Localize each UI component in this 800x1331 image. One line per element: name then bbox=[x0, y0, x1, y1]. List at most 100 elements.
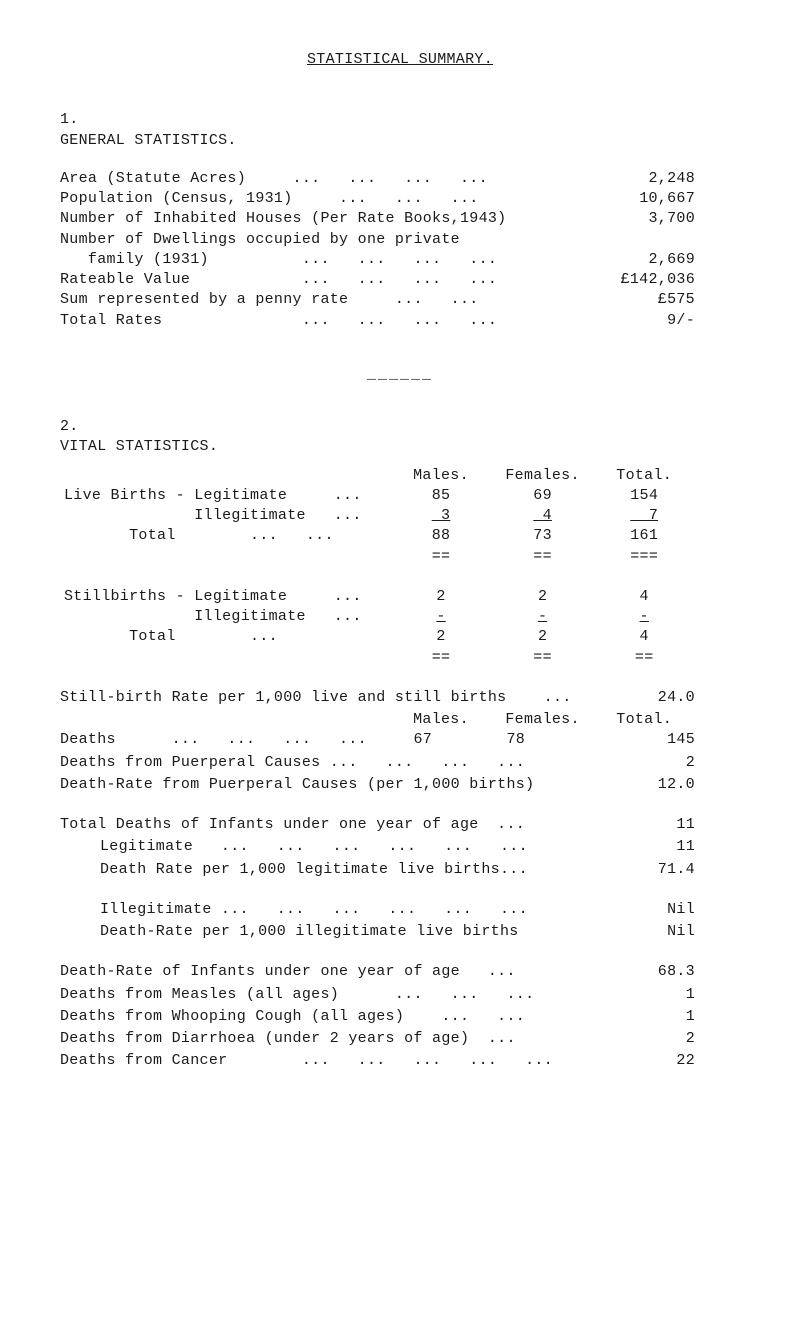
stat-row: Legitimate ... ... ... ... ... ...11 bbox=[100, 837, 695, 857]
stat-value: £142,036 bbox=[585, 270, 695, 290]
section-1-heading: GENERAL STATISTICS. bbox=[60, 131, 695, 151]
stat-label: Area (Statute Acres) ... ... ... ... bbox=[60, 169, 585, 189]
stat-row: Death-Rate from Puerperal Causes (per 1,… bbox=[60, 775, 695, 795]
cell: 2 bbox=[390, 587, 492, 607]
cell: Females. bbox=[492, 466, 594, 486]
cell: 154 bbox=[593, 486, 695, 506]
table-row: Stillbirths - Legitimate ...224 bbox=[60, 587, 695, 607]
stat-row: Deaths from Puerperal Causes ... ... ...… bbox=[60, 753, 695, 773]
cell: Total ... ... bbox=[60, 526, 390, 546]
stat-label: Total Deaths of Infants under one year o… bbox=[60, 815, 615, 835]
cell: 4 bbox=[492, 506, 594, 526]
stat-label: Number of Inhabited Houses (Per Rate Boo… bbox=[60, 209, 585, 229]
stat-row: Death-Rate of Infants under one year of … bbox=[60, 962, 695, 982]
stat-label: Death Rate per 1,000 legitimate live bir… bbox=[100, 860, 615, 880]
cell: == bbox=[492, 648, 594, 668]
cell: 3 bbox=[390, 506, 492, 526]
stat-value: 24.0 bbox=[615, 688, 695, 708]
stat-label: Deaths ... ... ... ... 67 78 bbox=[60, 730, 615, 750]
stat-label: Deaths from Puerperal Causes ... ... ...… bbox=[60, 753, 615, 773]
stat-label: Legitimate ... ... ... ... ... ... bbox=[100, 837, 615, 857]
table-row: Illegitimate ... 3 4 7 bbox=[60, 506, 695, 526]
section-2-heading: VITAL STATISTICS. bbox=[60, 437, 695, 457]
stat-value: 22 bbox=[615, 1051, 695, 1071]
section-vital-statistics: 2. VITAL STATISTICS. Males. Females. Tot… bbox=[60, 417, 740, 1074]
cell: Males. bbox=[390, 710, 492, 730]
stat-value bbox=[585, 230, 695, 250]
stat-row: Total Rates ... ... ... ...9/- bbox=[60, 311, 695, 331]
cell: Illegitimate ... bbox=[60, 607, 390, 627]
table-row: ====== bbox=[60, 648, 695, 668]
cell bbox=[60, 547, 390, 567]
cell bbox=[60, 648, 390, 668]
deaths-block: Deaths ... ... ... ... 67 78145 Deaths f… bbox=[60, 730, 695, 795]
cell: === bbox=[593, 547, 695, 567]
stat-row: Death-Rate per 1,000 illegitimate live b… bbox=[100, 922, 695, 942]
stat-value: 1 bbox=[615, 1007, 695, 1027]
stat-value: 9/- bbox=[585, 311, 695, 331]
stat-row: Sum represented by a penny rate ... ...£… bbox=[60, 290, 695, 310]
table-row: Live Births - Legitimate ...8569154 bbox=[60, 486, 695, 506]
stat-label: Deaths from Whooping Cough (all ages) ..… bbox=[60, 1007, 615, 1027]
cell: 4 bbox=[593, 587, 695, 607]
cell: Females. bbox=[492, 710, 594, 730]
stillbirth-rate-row: Still-birth Rate per 1,000 live and stil… bbox=[60, 688, 695, 708]
stat-label: Deaths from Measles (all ages) ... ... .… bbox=[60, 985, 615, 1005]
stat-row: Rateable Value ... ... ... ...£142,036 bbox=[60, 270, 695, 290]
stat-label: Death-Rate from Puerperal Causes (per 1,… bbox=[60, 775, 615, 795]
stat-label: family (1931) ... ... ... ... bbox=[60, 250, 585, 270]
stat-label: Still-birth Rate per 1,000 live and stil… bbox=[60, 688, 615, 708]
stat-row: family (1931) ... ... ... ...2,669 bbox=[60, 250, 695, 270]
cell: 161 bbox=[593, 526, 695, 546]
cell: - bbox=[390, 607, 492, 627]
stat-value: 12.0 bbox=[615, 775, 695, 795]
stat-row: Deaths from Diarrhoea (under 2 years of … bbox=[60, 1029, 695, 1049]
cell: == bbox=[492, 547, 594, 567]
stat-label: Deaths from Cancer ... ... ... ... ... bbox=[60, 1051, 615, 1071]
stat-value: Nil bbox=[615, 922, 695, 942]
section-1-number: 1. bbox=[60, 110, 100, 130]
cell: 85 bbox=[390, 486, 492, 506]
cell: == bbox=[390, 648, 492, 668]
cell: Males. bbox=[390, 466, 492, 486]
stat-row: Area (Statute Acres) ... ... ... ...2,24… bbox=[60, 169, 695, 189]
stat-value: £575 bbox=[585, 290, 695, 310]
stat-value: 68.3 bbox=[615, 962, 695, 982]
stat-label: Total Rates ... ... ... ... bbox=[60, 311, 585, 331]
stat-label: Rateable Value ... ... ... ... bbox=[60, 270, 585, 290]
cell: - bbox=[593, 607, 695, 627]
stat-row: Deaths ... ... ... ... 67 78145 bbox=[60, 730, 695, 750]
cell: Total ... bbox=[60, 627, 390, 647]
section-2-number: 2. bbox=[60, 417, 100, 437]
cell: Live Births - Legitimate ... bbox=[60, 486, 390, 506]
stat-row: Number of Inhabited Houses (Per Rate Boo… bbox=[60, 209, 695, 229]
cell bbox=[60, 710, 390, 730]
stat-row: Deaths from Whooping Cough (all ages) ..… bbox=[60, 1007, 695, 1027]
stillbirths-table: Stillbirths - Legitimate ...224 Illegiti… bbox=[60, 587, 695, 668]
cell: 73 bbox=[492, 526, 594, 546]
stat-label: Deaths from Diarrhoea (under 2 years of … bbox=[60, 1029, 615, 1049]
cell: == bbox=[390, 547, 492, 567]
cell: 4 bbox=[593, 627, 695, 647]
cell: Total. bbox=[593, 710, 695, 730]
title-text: STATISTICAL SUMMARY. bbox=[307, 51, 493, 68]
cell: 2 bbox=[390, 627, 492, 647]
section-general-statistics: 1. GENERAL STATISTICS. Area (Statute Acr… bbox=[60, 110, 740, 331]
table-row: Males. Females. Total. bbox=[60, 710, 695, 730]
stat-value: 71.4 bbox=[615, 860, 695, 880]
illegitimate-block: Illegitimate ... ... ... ... ... ...Nil … bbox=[60, 900, 695, 943]
cell: Illegitimate ... bbox=[60, 506, 390, 526]
cell bbox=[60, 466, 390, 486]
cell: 88 bbox=[390, 526, 492, 546]
stat-label: Illegitimate ... ... ... ... ... ... bbox=[100, 900, 615, 920]
cell: == bbox=[593, 648, 695, 668]
live-births-table: Males. Females. Total. Live Births - Leg… bbox=[60, 466, 695, 567]
stat-value: 1 bbox=[615, 985, 695, 1005]
infant-total-row: Total Deaths of Infants under one year o… bbox=[60, 815, 695, 835]
legitimate-block: Legitimate ... ... ... ... ... ...11 Dea… bbox=[60, 837, 695, 880]
cell: 7 bbox=[593, 506, 695, 526]
stat-value: 2 bbox=[615, 1029, 695, 1049]
stat-value: 10,667 bbox=[585, 189, 695, 209]
stat-row: Death Rate per 1,000 legitimate live bir… bbox=[100, 860, 695, 880]
stat-row: Illegitimate ... ... ... ... ... ...Nil bbox=[100, 900, 695, 920]
